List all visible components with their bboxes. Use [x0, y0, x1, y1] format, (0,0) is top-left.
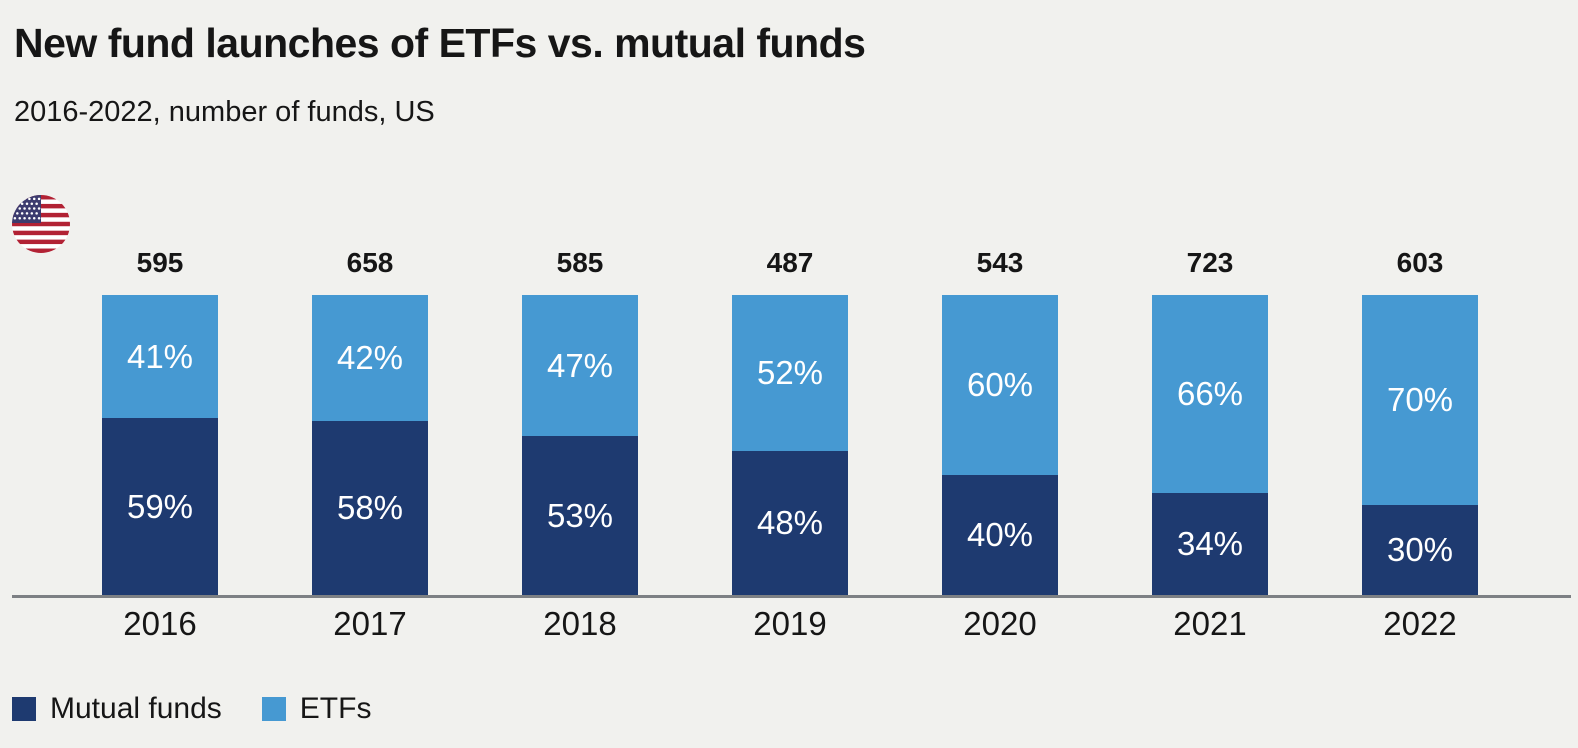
- bar-column-2016: 595 41% 59% 2016: [102, 247, 218, 642]
- mutual-funds-percent-label: 59%: [126, 487, 194, 525]
- etfs-segment: 70%: [1362, 295, 1478, 505]
- mutual-funds-percent-label: 53%: [546, 496, 614, 534]
- etfs-percent-label: 41%: [126, 337, 194, 375]
- mutual-funds-percent-label: 58%: [336, 489, 404, 526]
- bar-stack: 47% 53%: [522, 295, 638, 595]
- mutual-funds-segment: 40%: [942, 475, 1058, 595]
- x-axis-line: [12, 595, 1571, 598]
- year-label: 2021: [1173, 605, 1247, 642]
- bar-stack: 60% 40%: [942, 295, 1058, 595]
- bar-column-2020: 543 60% 40% 2020: [942, 247, 1058, 642]
- bar-stack: 41% 59%: [102, 295, 218, 595]
- etfs-percent-label: 60%: [966, 366, 1034, 403]
- total-label: 603: [1396, 247, 1444, 278]
- etfs-percent-label: 47%: [546, 346, 614, 384]
- mutual-funds-percent-label: 34%: [1176, 525, 1244, 562]
- bar-stack: 66% 34%: [1152, 295, 1268, 595]
- total-label: 543: [976, 247, 1024, 278]
- chart-title: New fund launches of ETFs vs. mutual fun…: [14, 20, 866, 66]
- etfs-segment: 47%: [522, 295, 638, 436]
- bar-column-2021: 723 66% 34% 2021: [1152, 247, 1268, 642]
- mutual-funds-segment: 48%: [732, 451, 848, 595]
- us-flag-icon: [12, 195, 70, 253]
- year-label: 2016: [123, 605, 197, 642]
- year-label: 2019: [753, 605, 827, 642]
- year-label: 2017: [333, 605, 407, 642]
- mutual-funds-segment: 53%: [522, 436, 638, 595]
- year-label: 2020: [963, 605, 1037, 642]
- mutual-funds-segment: 59%: [102, 418, 218, 595]
- mutual-funds-segment: 58%: [312, 421, 428, 595]
- total-label: 585: [556, 247, 604, 278]
- legend-item-mutual-funds: Mutual funds: [12, 692, 222, 726]
- year-label: 2018: [543, 605, 617, 642]
- legend-label-etfs: ETFs: [299, 692, 372, 725]
- bar-column-2017: 658 42% 58% 2017: [312, 247, 428, 642]
- mutual-funds-percent-label: 48%: [756, 504, 824, 541]
- plot-area: 595 41% 59% 2016 658 42% 58% 2017 585 47% 53% 2018 4…: [12, 247, 1571, 642]
- bar-stack: 42% 58%: [312, 295, 428, 595]
- total-label: 595: [136, 247, 184, 278]
- mutual-funds-segment: 30%: [1362, 505, 1478, 595]
- total-label: 487: [766, 247, 814, 278]
- etfs-percent-label: 66%: [1176, 375, 1244, 412]
- etfs-segment: 52%: [732, 295, 848, 451]
- etfs-percent-label: 70%: [1386, 381, 1454, 418]
- chart-subtitle: 2016-2022, number of funds, US: [14, 96, 435, 128]
- mutual-funds-segment: 34%: [1152, 493, 1268, 595]
- us-flag-stripes: [12, 195, 70, 253]
- mutual-funds-percent-label: 40%: [966, 516, 1034, 553]
- total-label: 658: [346, 247, 394, 278]
- etfs-segment: 66%: [1152, 295, 1268, 493]
- etfs-percent-label: 52%: [756, 354, 824, 391]
- etfs-segment: 42%: [312, 295, 428, 421]
- legend-swatch-mutual-funds: [12, 697, 36, 721]
- legend-label-mutual-funds: Mutual funds: [50, 692, 222, 725]
- total-label: 723: [1186, 247, 1234, 278]
- bar-column-2022: 603 70% 30% 2022: [1362, 247, 1478, 642]
- year-label: 2022: [1383, 605, 1457, 642]
- legend: Mutual funds ETFs: [12, 692, 371, 726]
- legend-item-etfs: ETFs: [261, 692, 372, 726]
- bar-column-2019: 487 52% 48% 2019: [732, 247, 848, 642]
- legend-swatch-etfs: [261, 697, 286, 721]
- etfs-segment: 60%: [942, 295, 1058, 475]
- bar-stack: 52% 48%: [732, 295, 848, 595]
- bar-stack: 70% 30%: [1362, 295, 1478, 595]
- mutual-funds-percent-label: 30%: [1386, 531, 1454, 568]
- etfs-percent-label: 42%: [336, 339, 404, 376]
- bar-column-2018: 585 47% 53% 2018: [522, 247, 638, 642]
- etfs-segment: 41%: [102, 295, 218, 418]
